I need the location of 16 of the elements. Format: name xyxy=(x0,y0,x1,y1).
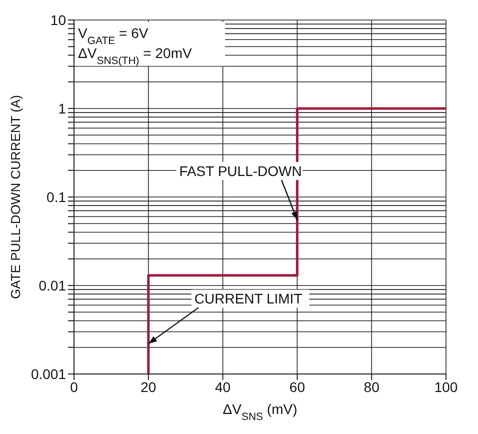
x-tick-label: 80 xyxy=(364,378,380,395)
annotation: ΔV$_{SNS(TH)}$ = 20mV xyxy=(78,45,192,67)
x-tick-label: 40 xyxy=(215,378,231,395)
annotation: V$_{GATE}$ = 6V xyxy=(78,25,149,47)
x-tick-label: 100 xyxy=(434,378,458,395)
x-tick-label: 0 xyxy=(70,378,78,395)
y-tick-label: 0.001 xyxy=(30,366,66,382)
x-axis-title: ΔV$_{SNS}$ (mV) xyxy=(222,401,298,423)
y-axis-title: GATE PULL-DOWN CURRENT (A) xyxy=(8,95,23,299)
y-tick-label: 0.01 xyxy=(38,277,66,294)
y-tick-label: 1 xyxy=(58,100,66,116)
y-tick-label: 0.1 xyxy=(46,188,66,205)
x-tick-label: 60 xyxy=(289,378,306,395)
annotation: CURRENT LIMIT xyxy=(194,290,303,307)
x-tick-label: 20 xyxy=(140,378,156,395)
y-tick-label: 10 xyxy=(50,12,66,28)
